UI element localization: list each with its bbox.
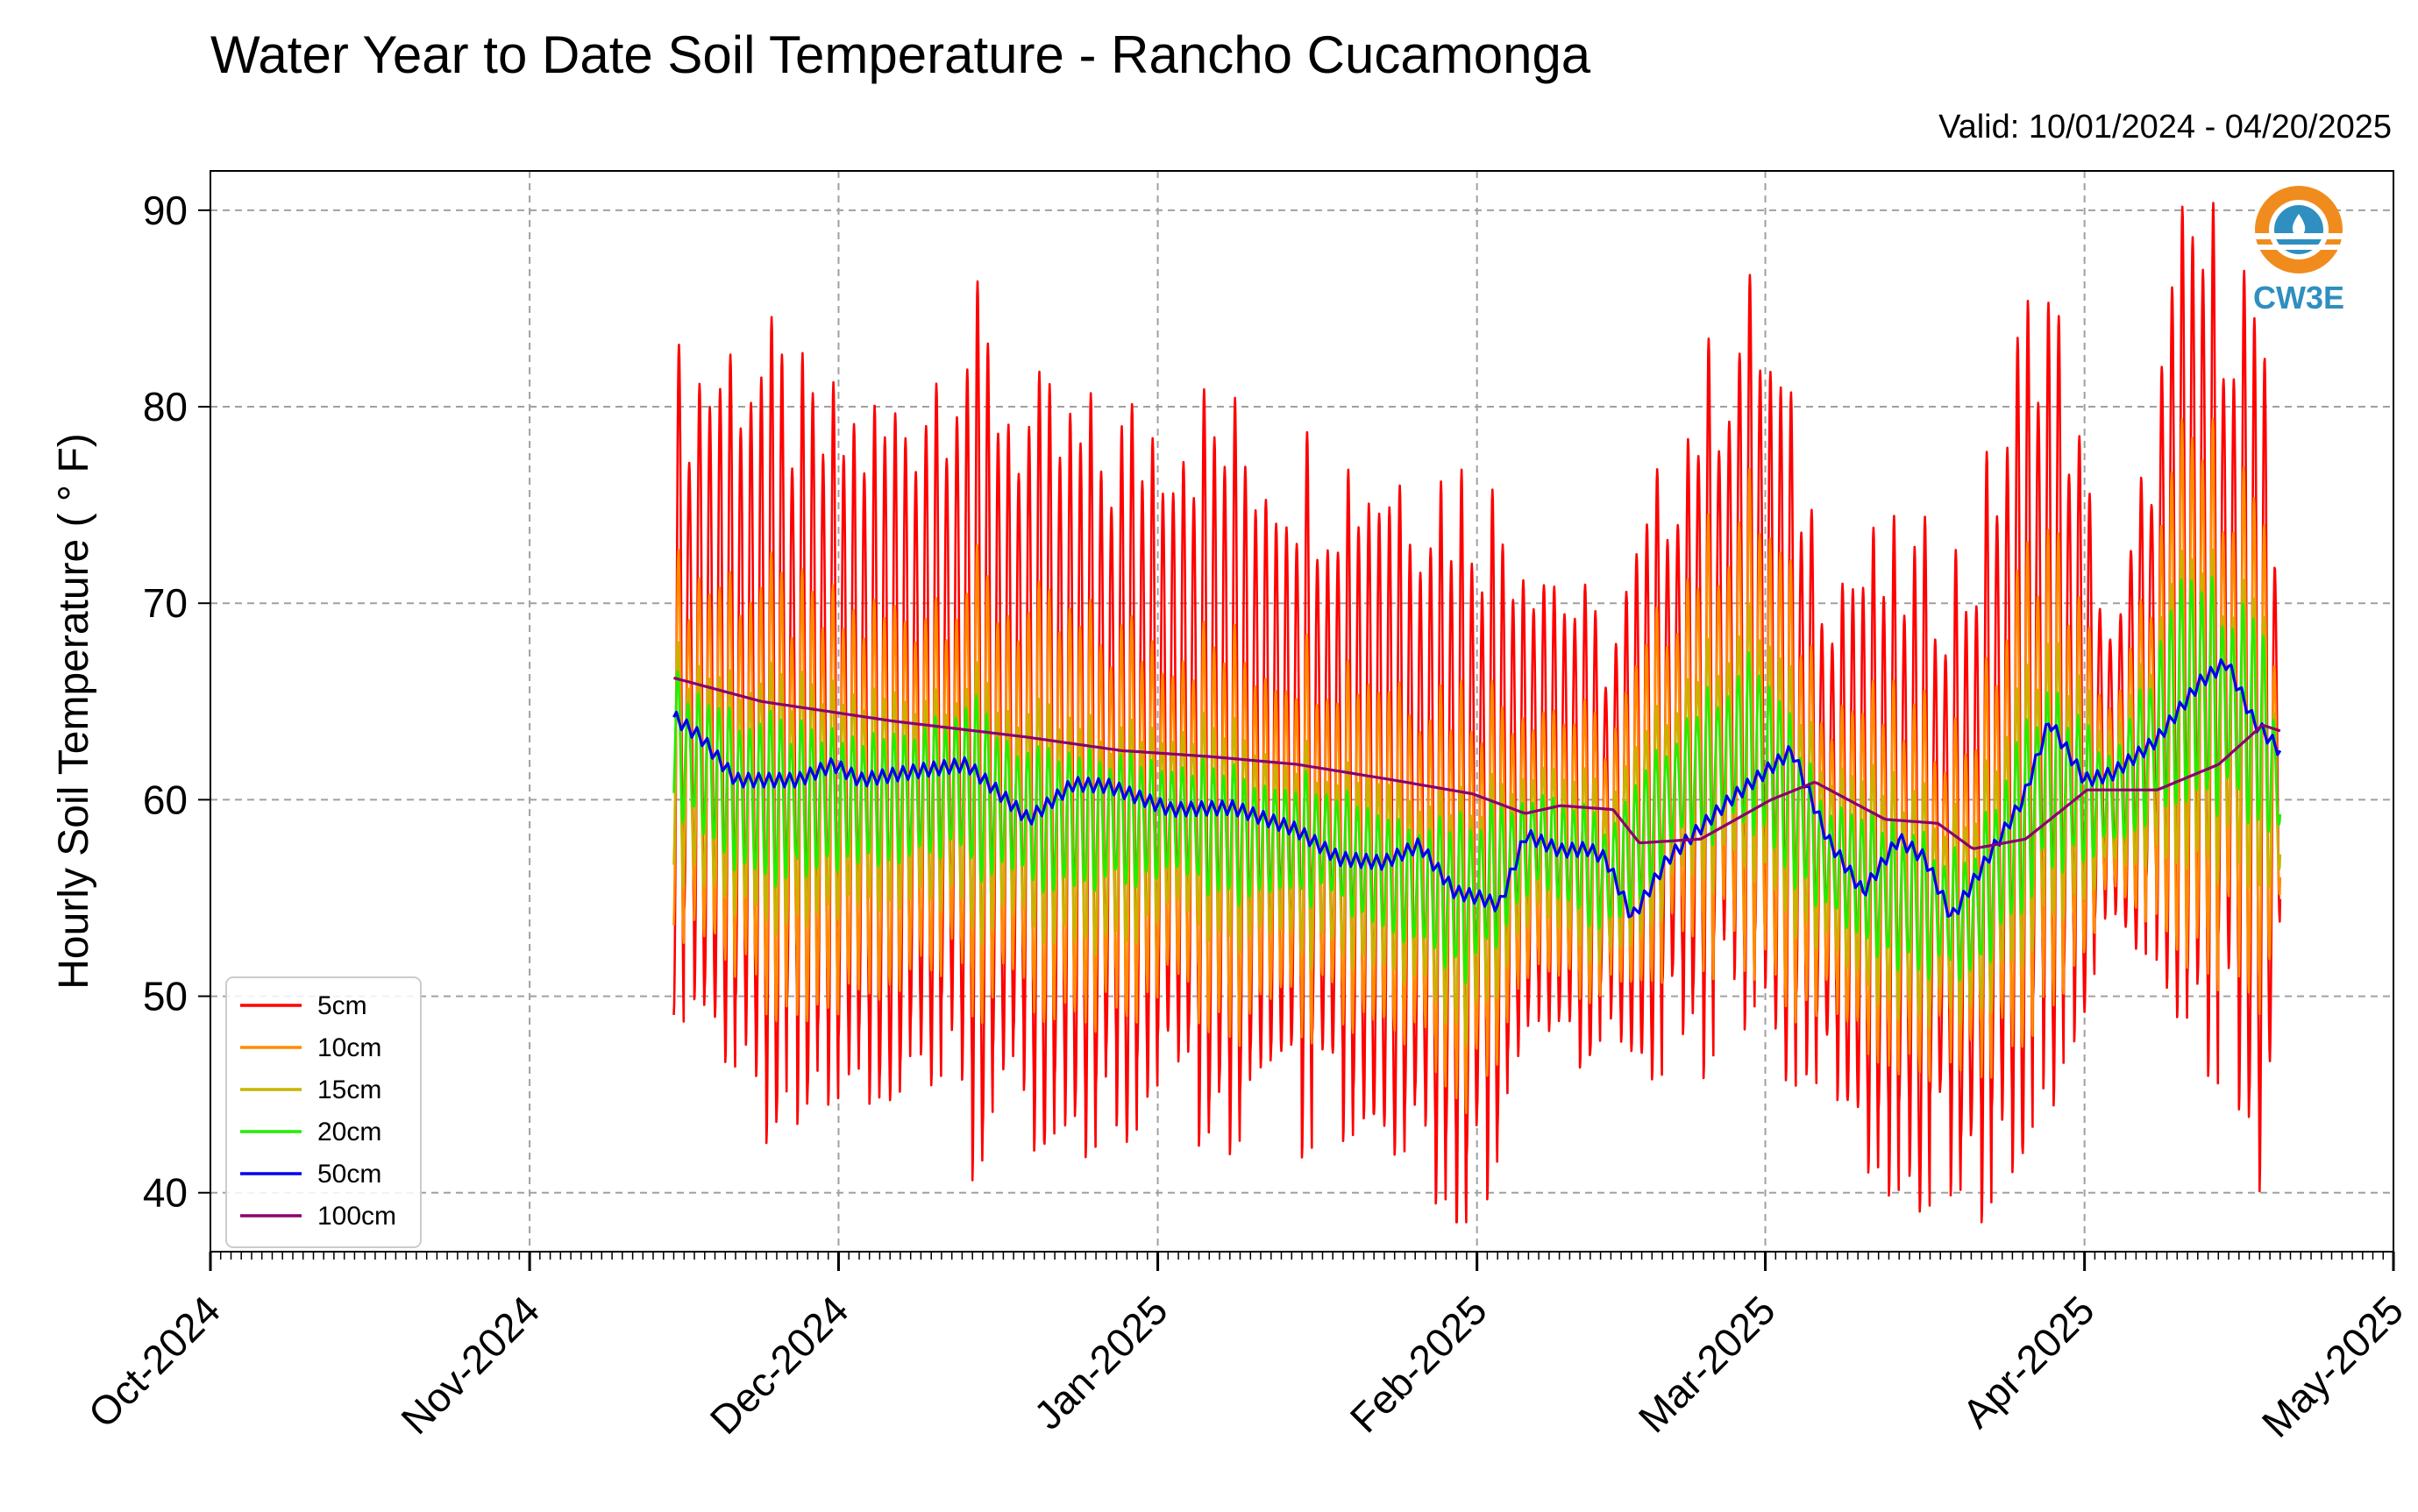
legend-label: 10cm	[317, 1033, 381, 1062]
series-line-15cm	[672, 548, 2282, 1047]
x-tick-label: Dec-2024	[701, 1287, 857, 1443]
x-minor-ticks	[210, 1252, 2394, 1260]
series-line-20cm	[672, 576, 2282, 985]
x-tick-label: Nov-2024	[392, 1287, 548, 1443]
series-line-10cm	[672, 417, 2282, 1115]
y-tick-label: 80	[143, 384, 188, 429]
legend: 5cm 10cm 15cm 20cm 50cm 100cm	[225, 976, 422, 1248]
series-lines	[672, 202, 2282, 1224]
y-axis: 40 50 60 70 80 90	[143, 188, 210, 1216]
series-line-5cm	[672, 202, 2282, 1224]
x-tick-label: Feb-2025	[1341, 1287, 1496, 1441]
x-tick-label: Oct-2024	[80, 1287, 230, 1437]
logo-text: CW3E	[2253, 280, 2344, 316]
y-tick-label: 40	[143, 1170, 188, 1216]
chart-title: Water Year to Date Soil Temperature - Ra…	[210, 25, 1591, 84]
series-line-100cm	[673, 676, 2281, 850]
y-tick-label: 60	[143, 777, 188, 822]
legend-label: 15cm	[317, 1075, 381, 1104]
x-tick-label: Mar-2025	[1630, 1287, 1784, 1441]
y-tick-label: 50	[143, 974, 188, 1019]
y-tick-label: 70	[143, 580, 188, 626]
x-axis: Oct-2024 Nov-2024 Dec-2024 Jan-2025 Feb-2025…	[80, 1252, 2412, 1446]
legend-label: 100cm	[317, 1202, 396, 1231]
legend-label: 5cm	[317, 991, 367, 1020]
y-axis-label: Hourly Soil Temperature ( ° F)	[51, 433, 97, 990]
legend-box	[225, 976, 422, 1248]
x-tick-label: May-2025	[2253, 1287, 2412, 1445]
legend-label: 50cm	[317, 1160, 381, 1189]
series-line-50cm	[672, 658, 2282, 919]
x-tick-label: Jan-2025	[1025, 1287, 1176, 1437]
chart-subtitle: Valid: 10/01/2024 - 04/20/2025	[1938, 109, 2392, 146]
x-tick-label: Apr-2025	[1953, 1287, 2103, 1437]
cw3e-logo: CW3E	[2253, 186, 2344, 316]
y-tick-label: 90	[143, 188, 188, 233]
legend-label: 20cm	[317, 1118, 381, 1146]
